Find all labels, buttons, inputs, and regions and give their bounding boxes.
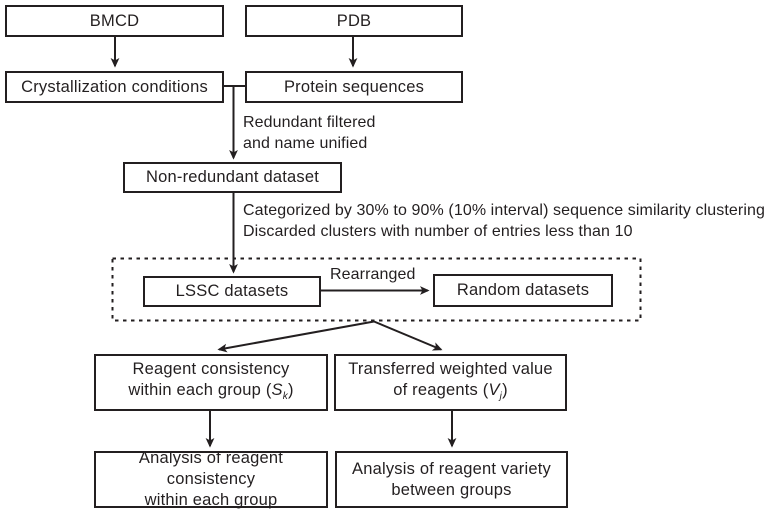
node-crystallization-conditions-label: Crystallization conditions	[21, 77, 208, 96]
node-analysis-reagent-consistency-label: Analysis of reagent consistency within e…	[96, 448, 326, 511]
node-non-redundant-dataset: Non-redundant dataset	[123, 162, 342, 193]
node-random-datasets-label: Random datasets	[456, 281, 590, 299]
transferred-weighted-line2-prefix: of reagents (	[393, 380, 489, 399]
node-pdb-label: PDB	[336, 11, 372, 30]
label-redundant-filtered: Redundant filtered and name unified	[243, 113, 376, 154]
categorized-line2: Discarded clusters with number of entrie…	[243, 222, 633, 240]
split-arrow-left	[217, 320, 375, 353]
reagent-consistency-subscript: k	[282, 390, 288, 402]
node-crystallization-conditions: Crystallization conditions	[5, 71, 224, 103]
node-protein-sequences-label: Protein sequences	[283, 77, 425, 96]
analysis-variety-line2: between groups	[391, 480, 512, 499]
label-categorized-clustering: Categorized by 30% to 90% (10% interval)…	[243, 201, 765, 242]
node-transferred-weighted-value-label: Transferred weighted value of reagents (…	[348, 359, 553, 407]
rearranged-label: Rearranged	[330, 266, 416, 283]
transferred-weighted-line2-suffix: )	[502, 380, 508, 399]
redundant-filtered-line1: Redundant filtered	[243, 114, 376, 131]
reagent-consistency-line1: Reagent consistency	[132, 359, 290, 378]
node-reagent-consistency: Reagent consistency within each group (S…	[94, 354, 328, 411]
node-analysis-reagent-variety-label: Analysis of reagent variety between grou…	[352, 459, 551, 501]
node-lssc-datasets-label: LSSC datasets	[175, 282, 289, 300]
transferred-weighted-subscript: j	[499, 390, 503, 402]
categorized-line1: Categorized by 30% to 90% (10% interval)…	[243, 202, 766, 219]
label-rearranged: Rearranged	[330, 265, 416, 286]
node-reagent-consistency-label: Reagent consistency within each group (S…	[128, 359, 293, 407]
reagent-consistency-line2-suffix: )	[287, 380, 294, 399]
split-arrow-right	[373, 320, 443, 351]
node-non-redundant-dataset-label: Non-redundant dataset	[146, 168, 319, 186]
transferred-weighted-variable: V	[488, 380, 500, 399]
analysis-variety-line1: Analysis of reagent variety	[352, 459, 551, 478]
node-transferred-weighted-value: Transferred weighted value of reagents (…	[334, 354, 567, 411]
node-pdb: PDB	[245, 5, 463, 37]
lssc-random-group-outline	[111, 257, 642, 322]
redundant-filtered-line2: and name unified	[243, 134, 368, 152]
node-random-datasets: Random datasets	[433, 274, 613, 307]
node-analysis-reagent-consistency: Analysis of reagent consistency within e…	[94, 448, 328, 511]
node-protein-sequences: Protein sequences	[245, 71, 463, 103]
analysis-consistency-line2: within each group	[144, 491, 278, 509]
transferred-weighted-line1: Transferred weighted value	[348, 359, 553, 378]
node-analysis-reagent-variety: Analysis of reagent variety between grou…	[335, 451, 568, 508]
reagent-consistency-variable: S	[271, 380, 283, 399]
reagent-consistency-line2-prefix: within each group (	[128, 380, 272, 399]
node-bmcd: BMCD	[5, 5, 224, 37]
analysis-consistency-line1: Analysis of reagent consistency	[138, 449, 284, 488]
node-bmcd-label: BMCD	[89, 11, 140, 30]
node-lssc-datasets: LSSC datasets	[143, 276, 321, 307]
